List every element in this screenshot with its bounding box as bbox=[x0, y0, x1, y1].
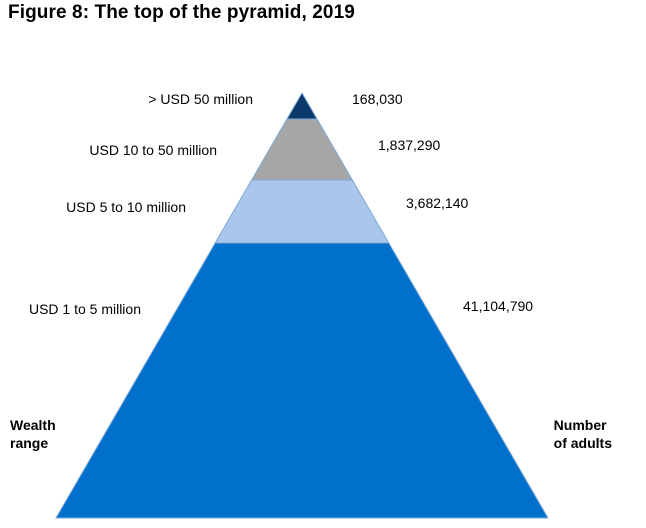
tier-label-4: USD 1 to 5 million bbox=[29, 301, 141, 317]
pyramid-tier-4 bbox=[55, 242, 549, 519]
wealth-range-caption: Wealth range bbox=[10, 416, 56, 452]
tier-value-3: 3,682,140 bbox=[406, 195, 468, 211]
number-of-adults-caption-line-2: of adults bbox=[553, 435, 612, 451]
number-of-adults-caption-line-1: Number bbox=[553, 417, 607, 433]
number-of-adults-caption: Number of adults bbox=[554, 416, 612, 452]
pyramid-tier-1 bbox=[286, 92, 318, 120]
tier-label-3: USD 5 to 10 million bbox=[66, 199, 186, 215]
wealth-range-caption-line-2: range bbox=[10, 435, 49, 451]
wealth-range-caption-line-1: Wealth bbox=[10, 417, 56, 433]
tier-label-1: > USD 50 million bbox=[148, 91, 253, 107]
tier-value-1: 168,030 bbox=[352, 91, 403, 107]
tier-value-4: 41,104,790 bbox=[463, 298, 533, 314]
chart-title: Figure 8: The top of the pyramid, 2019 bbox=[8, 2, 355, 23]
pyramid-tier-2 bbox=[250, 118, 354, 181]
tier-value-2: 1,837,290 bbox=[378, 137, 440, 153]
pyramid-tier-3 bbox=[214, 179, 390, 244]
tier-label-2: USD 10 to 50 million bbox=[89, 142, 217, 158]
